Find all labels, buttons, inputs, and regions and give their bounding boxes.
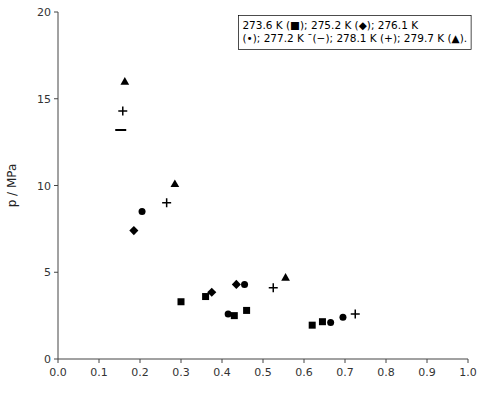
y-tick-label: 0 bbox=[44, 353, 51, 366]
x-tick-label: 0.6 bbox=[295, 366, 313, 379]
annotation: 273.6 K (■); 275.2 K (◆); 276.1 K(•); 27… bbox=[238, 15, 471, 49]
y-tick-label: 5 bbox=[44, 266, 51, 279]
series bbox=[120, 77, 289, 281]
annotation-text: (•); 277.2 K ¯(−); 278.1 K (+); 279.7 K … bbox=[242, 32, 467, 44]
x-tick bbox=[181, 359, 182, 363]
point bbox=[327, 319, 334, 326]
x-tick-label: 0.3 bbox=[172, 366, 190, 379]
point bbox=[351, 309, 360, 318]
point bbox=[281, 273, 290, 281]
x-tick-label: 0.4 bbox=[213, 366, 231, 379]
series bbox=[129, 226, 241, 297]
point bbox=[231, 312, 238, 319]
point bbox=[162, 198, 171, 207]
x-tick bbox=[99, 359, 100, 363]
x-tick bbox=[386, 359, 387, 363]
point bbox=[319, 318, 326, 325]
y-tick bbox=[54, 12, 58, 13]
x-tick-label: 0.8 bbox=[377, 366, 395, 379]
x-tick bbox=[58, 359, 59, 363]
series bbox=[115, 129, 126, 130]
x-tick bbox=[140, 359, 141, 363]
point bbox=[309, 322, 316, 329]
y-tick bbox=[54, 98, 58, 99]
y-tick bbox=[54, 185, 58, 186]
y-tick-label: 20 bbox=[37, 6, 51, 19]
point bbox=[120, 77, 129, 85]
point bbox=[170, 179, 179, 187]
series bbox=[178, 293, 326, 329]
x-tick bbox=[468, 359, 469, 363]
chart: 0.0 0.1 0.2 0.3 0.4 0.5 0.6 0.7 0.8 0.9 1.0 0 5 10 15 2… bbox=[0, 0, 484, 393]
point bbox=[139, 208, 146, 215]
series bbox=[118, 106, 359, 318]
y-tick bbox=[54, 272, 58, 273]
x-tick-label: 0.1 bbox=[90, 366, 108, 379]
annotation-box bbox=[238, 15, 471, 49]
x-tick-label: 0.2 bbox=[131, 366, 149, 379]
point bbox=[118, 106, 127, 115]
point bbox=[202, 293, 209, 300]
x-tick bbox=[263, 359, 264, 363]
annotation-text: 273.6 K (■); 275.2 K (◆); 276.1 K bbox=[242, 19, 419, 31]
point bbox=[269, 283, 278, 292]
point bbox=[339, 314, 346, 321]
x-tick bbox=[427, 359, 428, 363]
plot-area bbox=[115, 77, 360, 329]
y-axis-label: p / MPa bbox=[5, 164, 19, 208]
x-tick-label: 1.0 bbox=[459, 366, 477, 379]
point bbox=[232, 280, 241, 289]
y-tick-label: 15 bbox=[37, 93, 51, 106]
series bbox=[139, 208, 347, 326]
point bbox=[207, 288, 216, 297]
x-tick bbox=[304, 359, 305, 363]
x-tick-label: 0.7 bbox=[336, 366, 354, 379]
point bbox=[178, 298, 185, 305]
x-tick-label: 0.5 bbox=[254, 366, 272, 379]
y-tick bbox=[54, 359, 58, 360]
point bbox=[243, 307, 250, 314]
point bbox=[129, 226, 138, 235]
point bbox=[225, 310, 232, 317]
x-tick-label: 0.0 bbox=[49, 366, 67, 379]
point bbox=[115, 129, 126, 131]
x-tick bbox=[222, 359, 223, 363]
point bbox=[241, 281, 248, 288]
x-tick bbox=[345, 359, 346, 363]
x-tick-label: 0.9 bbox=[418, 366, 436, 379]
y-tick-label: 10 bbox=[37, 180, 51, 193]
